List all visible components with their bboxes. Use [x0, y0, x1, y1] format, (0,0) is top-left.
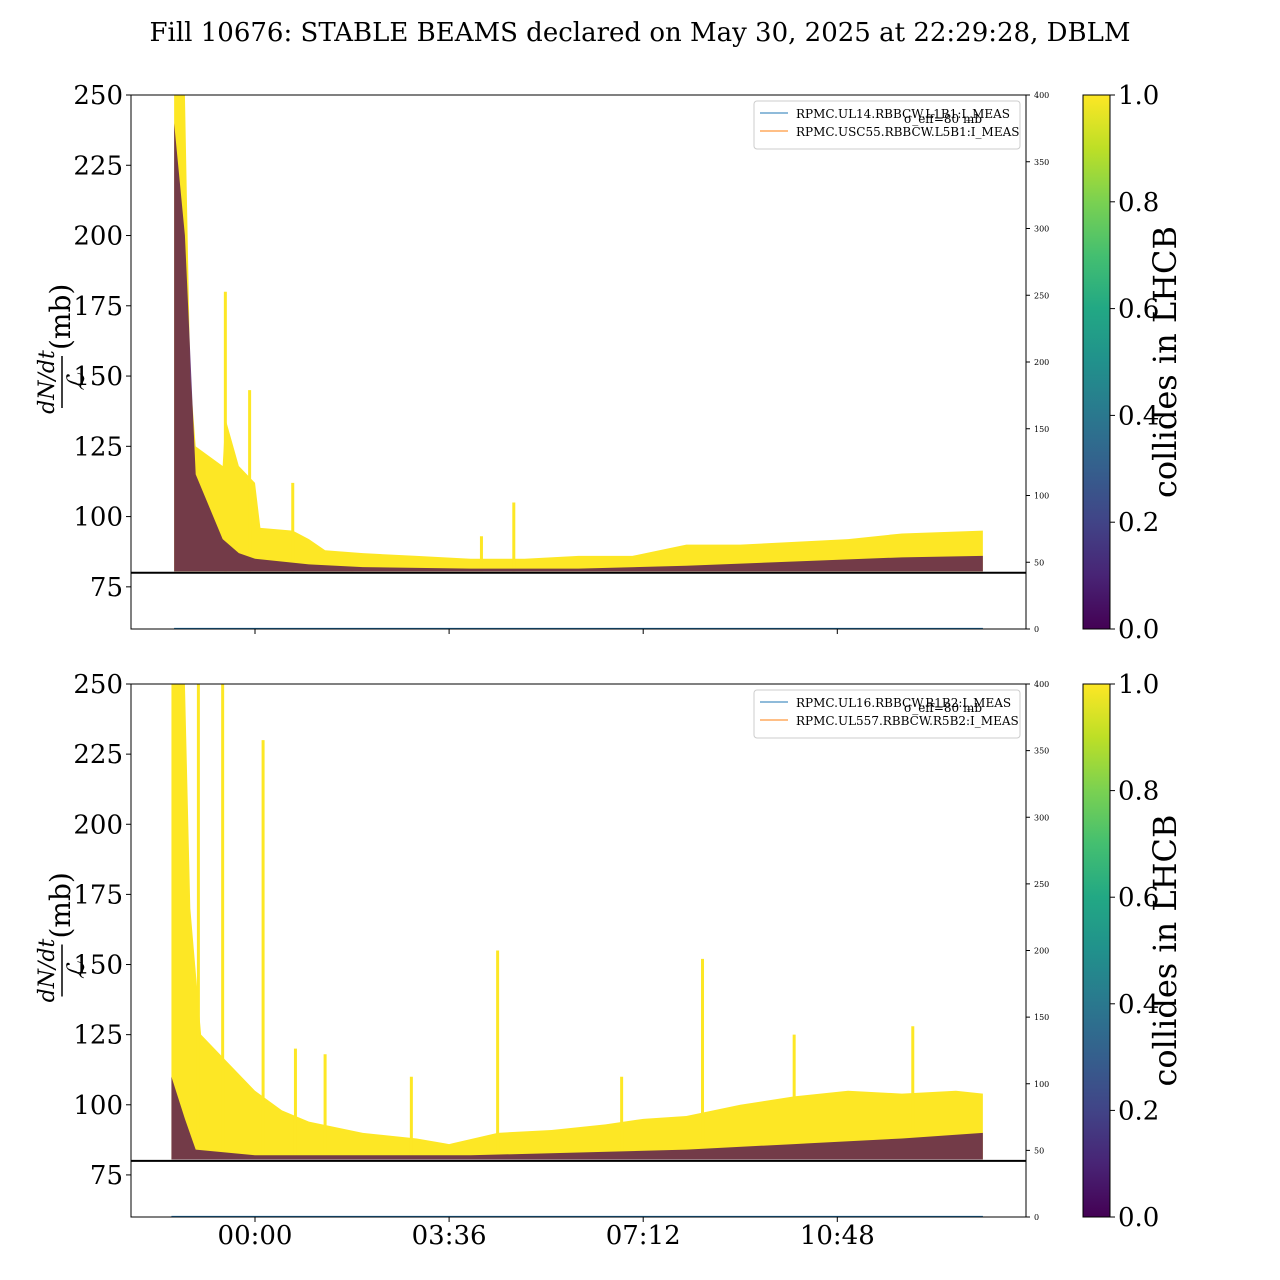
- y-tick-label: 125: [73, 432, 123, 462]
- non-collides-band: [174, 123, 983, 572]
- colorbar-tick-label: 0.8: [1118, 777, 1159, 807]
- y-tick-label: 250: [73, 670, 123, 700]
- y-tick-label: 175: [73, 880, 123, 910]
- colorbar-tick-label: 0.8: [1118, 188, 1159, 218]
- legend-label: RPMC.UL16.RBBCW.R1B2:I_MEAS: [796, 696, 1011, 710]
- figure-title: Fill 10676: STABLE BEAMS declared on May…: [149, 18, 1131, 48]
- y-tick-label: 200: [73, 222, 123, 252]
- colorbar-tick-label: 0.6: [1118, 295, 1159, 325]
- bottom-panel: 75 100 125 150 175 200 225 250 0 50 100 150 200 250 30…: [35, 670, 1184, 1251]
- plot-area: [174, 95, 983, 629]
- y-tick-label: 125: [73, 1021, 123, 1051]
- y-label-unit: (mb): [44, 872, 77, 938]
- y-label-numerator: dN/dt: [35, 350, 60, 414]
- y-label-denominator: ℒ: [62, 961, 90, 979]
- legend-label: RPMC.USC55.RBBCW.L5B1:I_MEAS: [796, 125, 1019, 139]
- legend-label: RPMC.UL14.RBBCW.L1B1:I_MEAS: [796, 107, 1010, 121]
- colorbar-tick-label: 0.0: [1118, 1203, 1159, 1233]
- y-axis-label: dN/dt ℒ (mb): [35, 872, 90, 1002]
- y2-tick-label: 250: [1034, 880, 1049, 889]
- y2-tick-label: 400: [1034, 91, 1049, 100]
- y2-tick-label: 350: [1034, 158, 1049, 167]
- colorbar-tick-label: 1.0: [1118, 670, 1159, 700]
- y-tick-label: 225: [73, 151, 123, 181]
- y-tick-label: 150: [73, 362, 123, 392]
- y2-tick-label: 50: [1034, 558, 1044, 567]
- colorbar-tick-label: 0.2: [1118, 1096, 1159, 1126]
- y2-tick-label: 200: [1034, 358, 1049, 367]
- y2-tick-label: 400: [1034, 680, 1049, 689]
- colorbar-tick-label: 0.2: [1118, 508, 1159, 538]
- legend-faint-label: σ_eff=80 mb: [904, 701, 982, 715]
- y-tick-label: 75: [90, 1161, 123, 1191]
- y-tick-label: 75: [90, 573, 123, 603]
- y-tick-label: 100: [73, 503, 123, 533]
- y-axis-label: dN/dt ℒ (mb): [35, 284, 90, 414]
- y2-tick-label: 350: [1034, 747, 1049, 756]
- y-label-numerator: dN/dt: [35, 939, 60, 1003]
- colorbar: [1082, 94, 1111, 630]
- plot-area: [171, 684, 983, 1217]
- non-collides-band: [171, 1076, 983, 1160]
- colorbar-label: collides in LHCB: [1146, 226, 1184, 498]
- y2-tick-label: 0: [1034, 625, 1039, 634]
- y-tick-label: 225: [73, 740, 123, 770]
- y-label-unit: (mb): [44, 284, 77, 350]
- y2-tick-label: 250: [1034, 291, 1049, 300]
- colorbar-tick-label: 0.4: [1118, 990, 1159, 1020]
- top-panel: 75 100 125 150 175 200 225 250 0 50 100 150 200 250 30…: [35, 81, 1184, 645]
- y-label-denominator: ℒ: [62, 373, 90, 391]
- x-tick-label: 07:12: [606, 1221, 681, 1251]
- legend-box: [753, 100, 1021, 150]
- legend-box: [753, 689, 1021, 739]
- y-tick-label: 150: [73, 951, 123, 981]
- collides-band: [174, 95, 983, 572]
- x-tick-label: 00:00: [218, 1221, 293, 1251]
- legend-faint-label: σ_eff=80 mb: [904, 112, 982, 126]
- x-tick-label: 03:36: [412, 1221, 487, 1251]
- y2-tick-label: 100: [1034, 492, 1049, 501]
- legend-label: RPMC.UL557.RBBCW.R5B2:I_MEAS: [796, 714, 1019, 728]
- y2-tick-label: 300: [1034, 225, 1049, 234]
- colorbar-tick-label: 0.6: [1118, 883, 1159, 913]
- y2-tick-label: 100: [1034, 1080, 1049, 1089]
- collides-band: [171, 684, 983, 1160]
- colorbar-tick-label: 0.0: [1118, 615, 1159, 645]
- colorbar-label: collides in LHCB: [1146, 814, 1184, 1086]
- x-tick-label: 10:48: [800, 1221, 875, 1251]
- y2-tick-label: 300: [1034, 813, 1049, 822]
- y2-tick-label: 150: [1034, 1013, 1049, 1022]
- y2-tick-label: 0: [1034, 1213, 1039, 1222]
- y-tick-label: 200: [73, 810, 123, 840]
- y2-tick-label: 150: [1034, 425, 1049, 434]
- colorbar-tick-label: 0.4: [1118, 401, 1159, 431]
- colorbar-tick-label: 1.0: [1118, 81, 1159, 111]
- y-tick-label: 100: [73, 1091, 123, 1121]
- y2-tick-label: 50: [1034, 1146, 1044, 1155]
- colorbar: [1082, 683, 1111, 1218]
- y-tick-label: 250: [73, 81, 123, 111]
- y-tick-label: 175: [73, 292, 123, 322]
- y2-tick-label: 200: [1034, 947, 1049, 956]
